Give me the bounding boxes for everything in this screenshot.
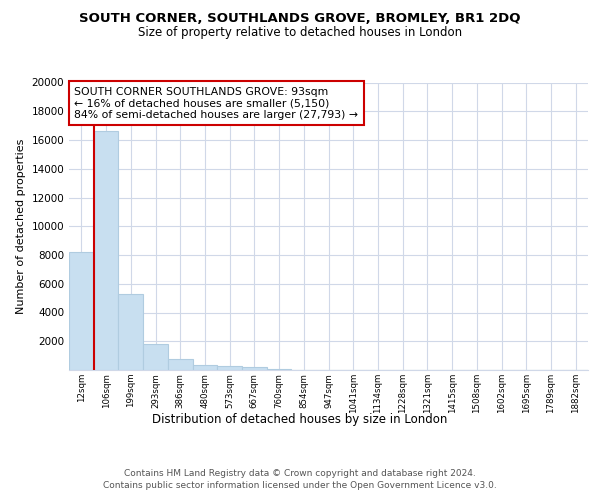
Text: SOUTH CORNER SOUTHLANDS GROVE: 93sqm
← 16% of detached houses are smaller (5,150: SOUTH CORNER SOUTHLANDS GROVE: 93sqm ← 1… [74,87,358,120]
Bar [118,294,143,370]
Bar [69,252,94,370]
Bar [143,344,168,370]
Text: Contains HM Land Registry data © Crown copyright and database right 2024.: Contains HM Land Registry data © Crown c… [124,469,476,478]
Text: Contains public sector information licensed under the Open Government Licence v3: Contains public sector information licen… [103,481,497,490]
Bar [193,365,217,370]
Text: SOUTH CORNER, SOUTHLANDS GROVE, BROMLEY, BR1 2DQ: SOUTH CORNER, SOUTHLANDS GROVE, BROMLEY,… [79,12,521,26]
Y-axis label: Number of detached properties: Number of detached properties [16,138,26,314]
Bar [242,367,267,370]
Bar [267,368,292,370]
Bar [94,132,118,370]
Text: Size of property relative to detached houses in London: Size of property relative to detached ho… [138,26,462,39]
Bar [217,366,242,370]
Bar [168,358,193,370]
Text: Distribution of detached houses by size in London: Distribution of detached houses by size … [152,412,448,426]
